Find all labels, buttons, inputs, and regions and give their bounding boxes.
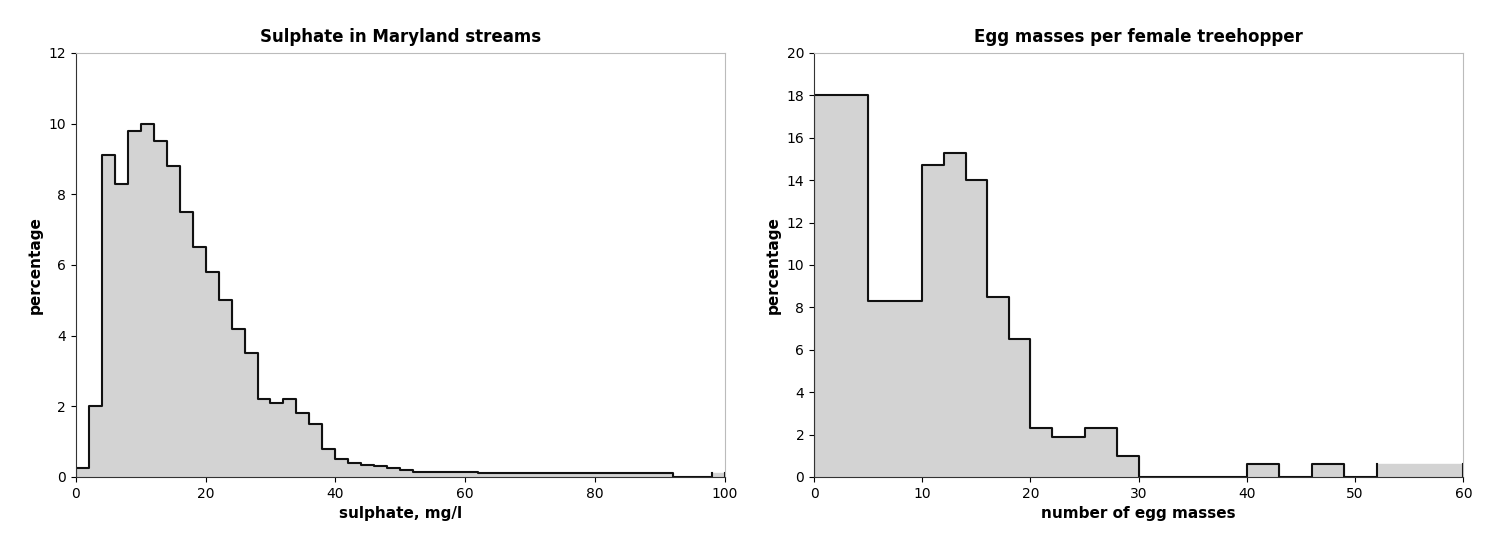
Title: Sulphate in Maryland streams: Sulphate in Maryland streams bbox=[260, 28, 542, 46]
Y-axis label: percentage: percentage bbox=[766, 216, 782, 314]
Y-axis label: percentage: percentage bbox=[28, 216, 44, 314]
X-axis label: sulphate, mg/l: sulphate, mg/l bbox=[339, 506, 462, 521]
Polygon shape bbox=[815, 96, 1464, 477]
Polygon shape bbox=[75, 124, 724, 477]
Title: Egg masses per female treehopper: Egg masses per female treehopper bbox=[975, 28, 1304, 46]
X-axis label: number of egg masses: number of egg masses bbox=[1041, 506, 1236, 521]
